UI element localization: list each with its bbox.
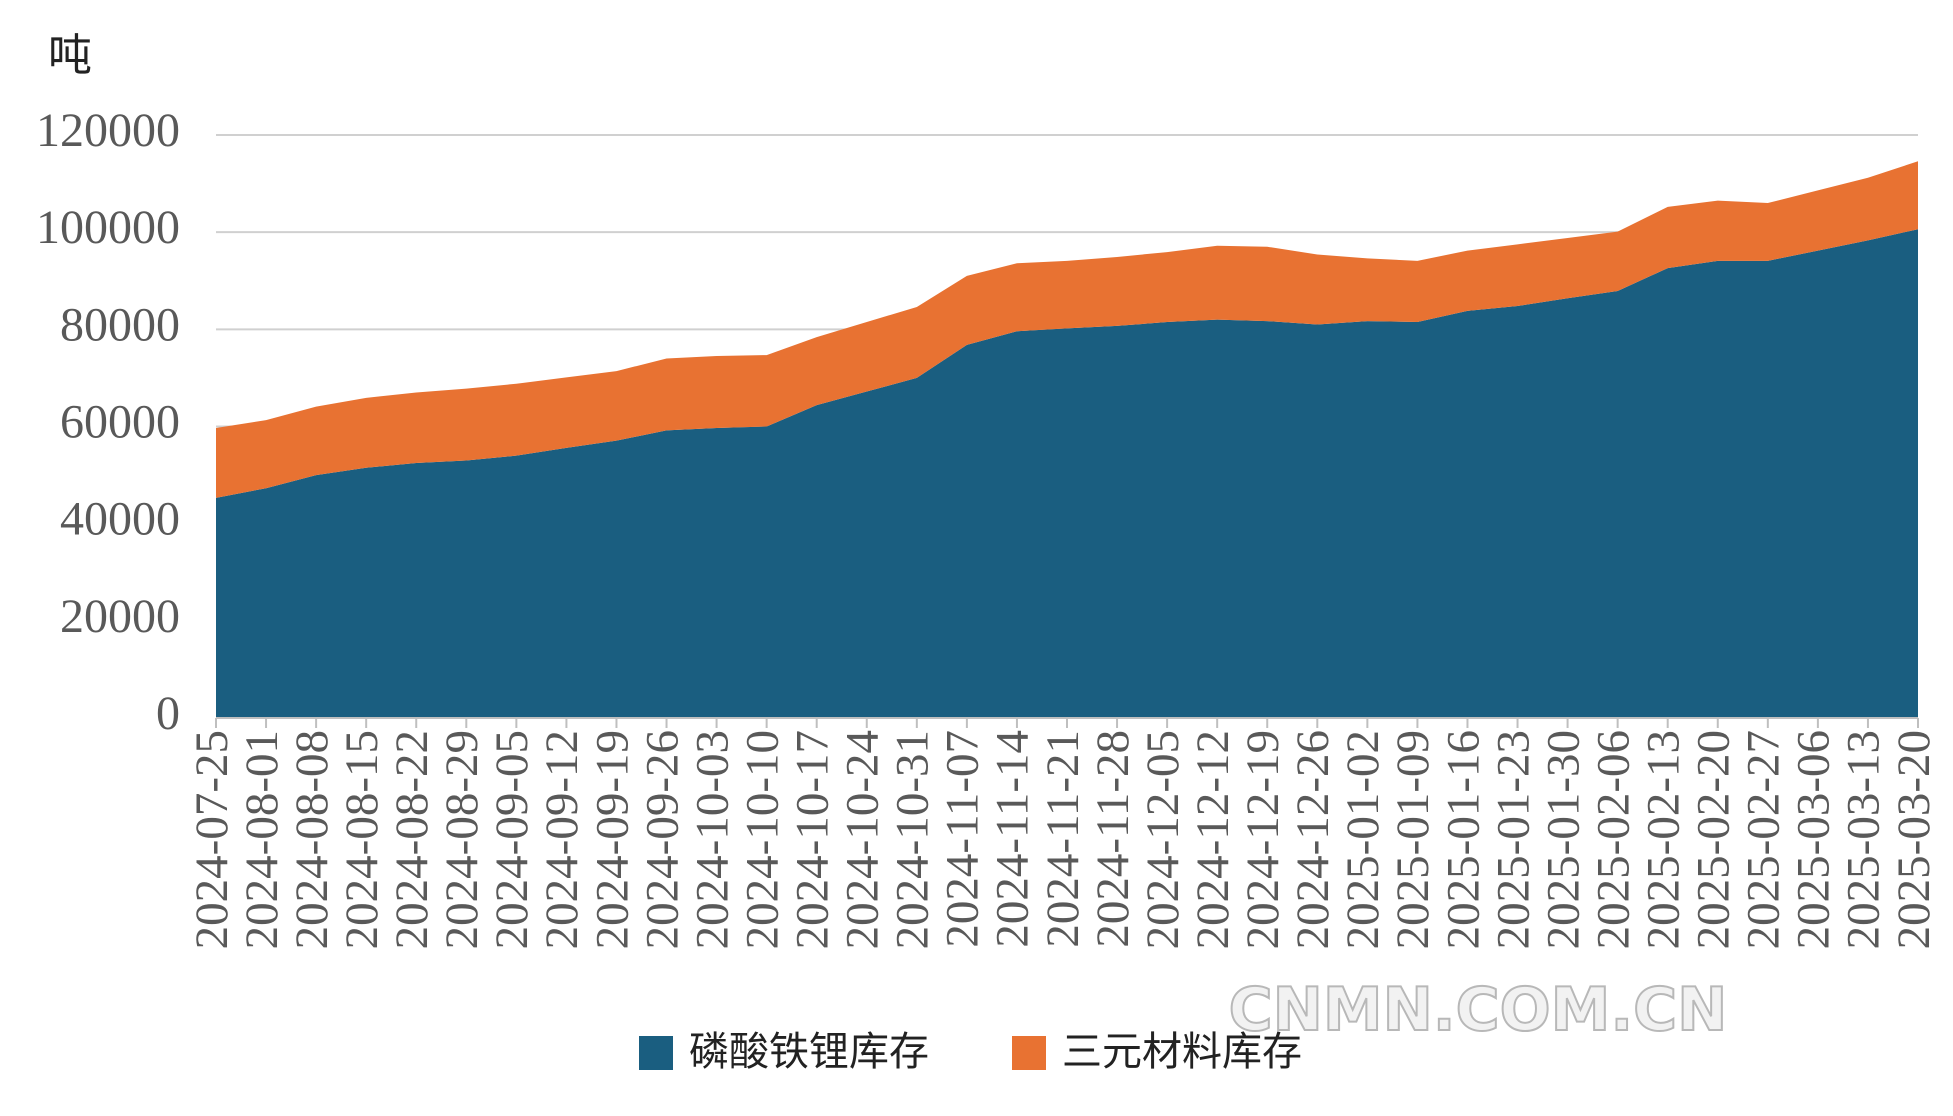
legend-label: 三元材料库存 — [1062, 1029, 1302, 1075]
x-tick-label: 2024-08-22 — [386, 730, 438, 949]
x-tick-label: 2024-09-19 — [586, 730, 638, 949]
x-tick-label: 2024-11-28 — [1087, 730, 1139, 948]
x-tick-label: 2024-12-19 — [1237, 730, 1289, 949]
legend-label: 磷酸铁锂库存 — [689, 1029, 929, 1075]
x-tick-label: 2024-11-21 — [1037, 730, 1089, 948]
x-tick-label: 2024-08-08 — [286, 730, 338, 949]
x-tick-label: 2024-10-24 — [837, 730, 889, 949]
x-tick-label: 2024-10-10 — [736, 730, 788, 949]
x-tick-label: 2024-09-26 — [636, 730, 688, 949]
x-tick-label: 2024-09-05 — [486, 730, 538, 949]
x-tick-label: 2024-12-12 — [1187, 730, 1239, 949]
x-tick-label: 2024-11-14 — [987, 730, 1039, 948]
y-tick-label: 80000 — [60, 298, 180, 351]
watermark: CNMN.COM.CN — [1229, 975, 1728, 1045]
x-tick-label: 2025-02-20 — [1688, 730, 1740, 949]
x-tick-label: 2025-01-02 — [1337, 730, 1389, 949]
x-tick-label: 2024-11-07 — [937, 730, 989, 948]
x-tick-label: 2024-07-25 — [186, 730, 238, 949]
legend-swatch — [639, 1036, 673, 1070]
x-tick-label: 2025-01-23 — [1487, 730, 1539, 949]
x-tick-label: 2025-02-27 — [1738, 730, 1790, 949]
x-tick-label: 2025-03-06 — [1788, 730, 1840, 949]
y-tick-label: 40000 — [60, 493, 180, 546]
x-tick-label: 2024-10-03 — [686, 730, 738, 949]
y-tick-label: 60000 — [60, 396, 180, 449]
x-tick-label: 2025-02-13 — [1637, 730, 1689, 949]
x-tick-label: 2024-12-26 — [1287, 730, 1339, 949]
legend-swatch — [1012, 1036, 1046, 1070]
x-tick-label: 2024-08-29 — [436, 730, 488, 949]
x-tick-label: 2025-03-20 — [1888, 730, 1940, 949]
x-tick-label: 2024-12-05 — [1137, 730, 1189, 949]
x-tick-label: 2025-01-16 — [1437, 730, 1489, 949]
x-tick-label: 2025-01-09 — [1387, 730, 1439, 949]
y-tick-label: 0 — [156, 687, 180, 740]
y-tick-label: 20000 — [60, 590, 180, 643]
area — [216, 161, 1918, 498]
area — [216, 229, 1918, 719]
x-tick-label: 2025-01-30 — [1537, 730, 1589, 949]
x-tick-label: 2025-03-13 — [1838, 730, 1890, 949]
y-tick-label: 100000 — [36, 201, 180, 254]
x-tick-label: 2024-08-01 — [236, 730, 288, 949]
unit-label: 吨 — [48, 30, 92, 81]
x-tick-label: 2024-10-17 — [786, 730, 838, 949]
x-tick-label: 2024-09-12 — [536, 730, 588, 949]
x-tick-label: 2024-08-15 — [336, 730, 388, 949]
x-tick-label: 2024-10-31 — [887, 730, 939, 949]
x-tick-label: 2025-02-06 — [1587, 730, 1639, 949]
y-tick-label: 120000 — [36, 104, 180, 157]
